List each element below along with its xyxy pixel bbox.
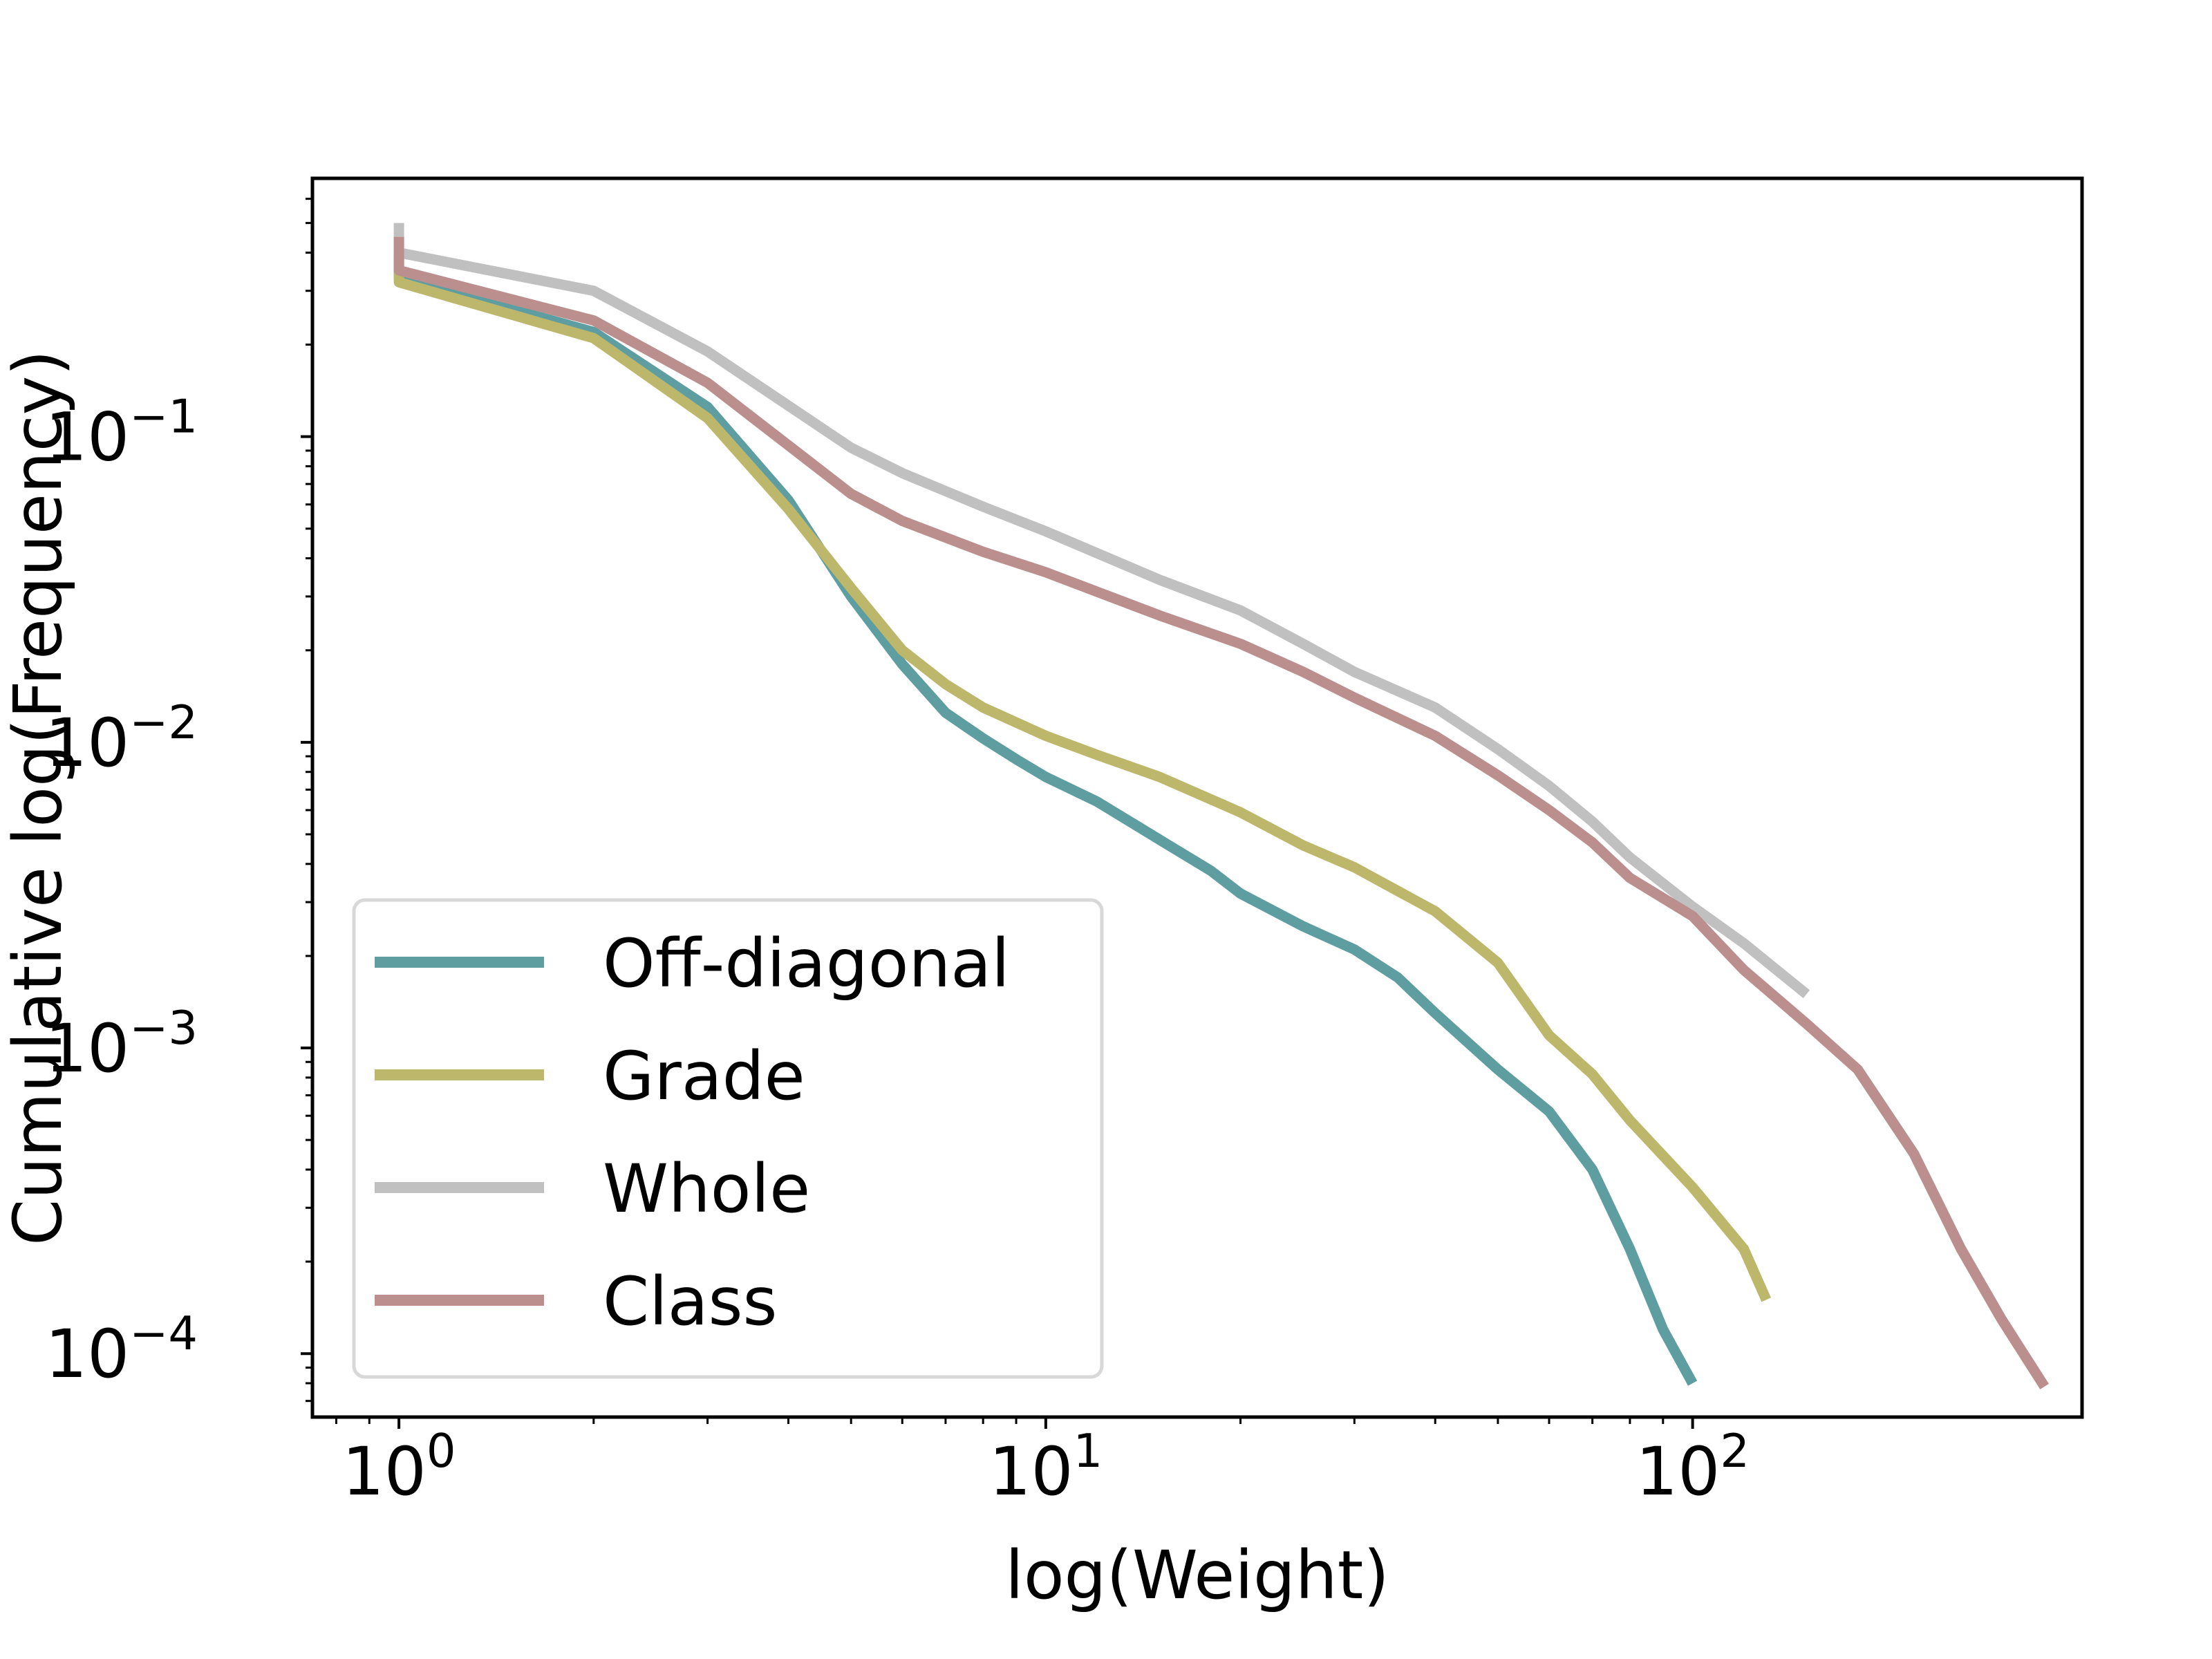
y-tick-label-3: 10−4 — [45, 1306, 198, 1393]
y-tick-label-0: 10−1 — [45, 390, 198, 476]
y-tick-exponent: −2 — [129, 695, 198, 749]
y-tick-exponent: −4 — [129, 1306, 198, 1360]
legend-label-0: Off-diagonal — [603, 925, 1010, 1002]
y-tick-base: 10 — [45, 399, 129, 476]
legend: Off-diagonal Grade Whole Class — [352, 898, 1104, 1379]
series-line-3 — [393, 236, 2050, 1389]
y-tick-base: 10 — [45, 1010, 129, 1087]
legend-box — [352, 898, 1104, 1379]
legend-label-1: Grade — [603, 1038, 805, 1115]
y-tick-exponent: −3 — [129, 1001, 198, 1055]
x-tick-exponent: 1 — [1074, 1424, 1103, 1478]
x-tick-base: 10 — [1635, 1433, 1720, 1510]
x-tick-label-2: 102 — [1635, 1424, 1750, 1510]
series-line-1 — [393, 252, 1772, 1302]
legend-label-2: Whole — [603, 1150, 810, 1228]
x-tick-label-0: 100 — [342, 1424, 456, 1510]
y-tick-base: 10 — [45, 1315, 129, 1393]
y-axis-label: Cumulative log(Frequency) — [0, 350, 77, 1246]
legend-label-3: Class — [603, 1263, 778, 1340]
x-tick-exponent: 2 — [1720, 1424, 1750, 1478]
x-tick-base: 10 — [988, 1433, 1073, 1510]
series-line-2 — [393, 223, 1810, 999]
y-tick-base: 10 — [45, 704, 129, 782]
y-tick-label-2: 10−3 — [45, 1001, 198, 1087]
x-tick-exponent: 0 — [427, 1424, 456, 1478]
x-tick-base: 10 — [342, 1433, 427, 1510]
plot-area — [393, 223, 2050, 1389]
y-tick-exponent: −1 — [129, 390, 198, 444]
x-axis-label: log(Weight) — [1005, 1537, 1389, 1614]
x-tick-label-1: 101 — [988, 1424, 1103, 1510]
plot-frame — [310, 176, 2084, 1419]
y-tick-label-1: 10−2 — [45, 695, 198, 782]
series-line-0 — [393, 252, 1698, 1386]
